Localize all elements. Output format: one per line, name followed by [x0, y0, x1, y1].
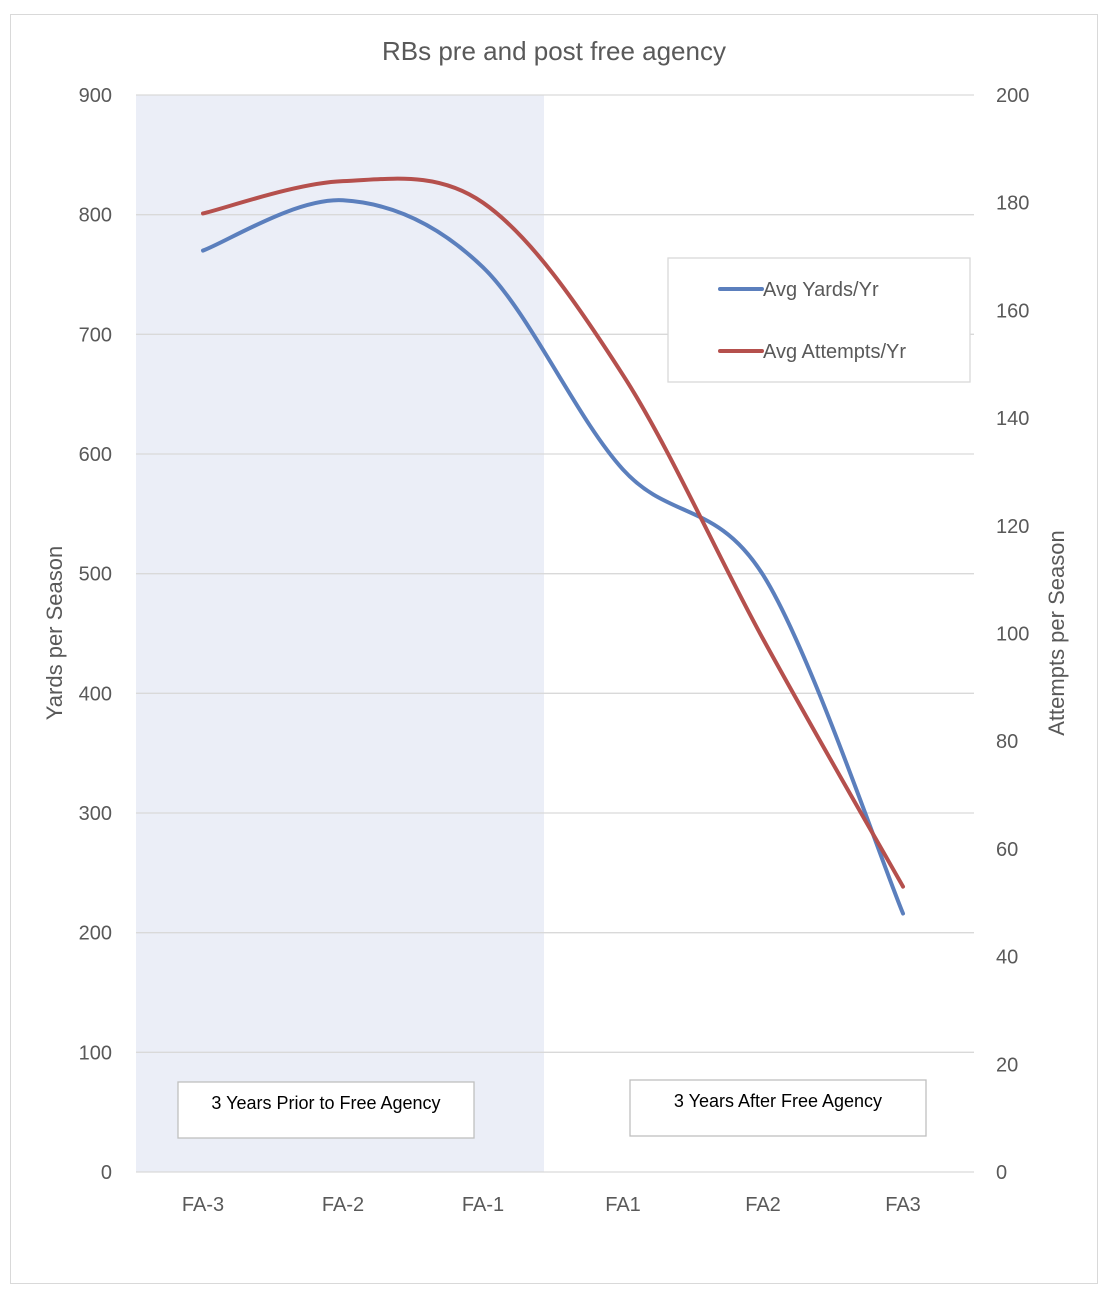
series-line-avg-attempts-yr [201, 176, 905, 889]
x-tick-label: FA3 [885, 1194, 921, 1216]
annotation-box [177, 1081, 475, 1139]
y-tick-label: 300 [79, 803, 112, 825]
legend-box [667, 257, 971, 383]
y2-tick-label: 60 [996, 839, 1018, 861]
y-tick-label: 100 [79, 1042, 112, 1064]
annotation-box [629, 1079, 927, 1137]
legend-label: Avg Yards/Yr [763, 279, 879, 301]
x-tick-label: FA-1 [462, 1194, 504, 1216]
legend: Avg Yards/Yr Avg Attempts/Yr [667, 257, 971, 383]
y2-tick-label: 160 [996, 300, 1029, 322]
y-tick-label: 500 [79, 564, 112, 586]
y-tick-label: 400 [79, 683, 112, 705]
y2-tick-label: 20 [996, 1054, 1018, 1076]
y-axis-label: Yards per Season [42, 546, 67, 720]
annotation-text: 3 Years Prior to Free Agency [211, 1093, 440, 1113]
y2-tick-label: 120 [996, 516, 1029, 538]
y-tick-label: 900 [79, 85, 112, 107]
chart-frame [10, 14, 1098, 1284]
series-line-avg-yards-yr [201, 198, 905, 916]
x-tick-label: FA1 [605, 1194, 641, 1216]
y-tick-label: 0 [101, 1162, 112, 1184]
y2-tick-label: 0 [996, 1162, 1007, 1184]
y-tick-label: 800 [79, 205, 112, 227]
x-tick-label: FA-3 [182, 1194, 224, 1216]
y-tick-label: 700 [79, 324, 112, 346]
y2-tick-label: 100 [996, 624, 1029, 646]
y2-tick-label: 80 [996, 731, 1018, 753]
y2-tick-label: 40 [996, 947, 1018, 969]
chart-title: RBs pre and post free agency [382, 36, 726, 66]
y-tick-label: 200 [79, 923, 112, 945]
annotation-text: 3 Years After Free Agency [674, 1091, 882, 1111]
y2-tick-label: 180 [996, 193, 1029, 215]
x-tick-label: FA2 [745, 1194, 781, 1216]
y2-axis-label: Attempts per Season [1044, 530, 1069, 735]
legend-label: Avg Attempts/Yr [763, 341, 906, 363]
pre-free-agency-shading [136, 95, 544, 1172]
y2-tick-label: 140 [996, 408, 1029, 430]
y-tick-label: 600 [79, 444, 112, 466]
x-tick-label: FA-2 [322, 1194, 364, 1216]
y2-tick-label: 200 [996, 85, 1029, 107]
